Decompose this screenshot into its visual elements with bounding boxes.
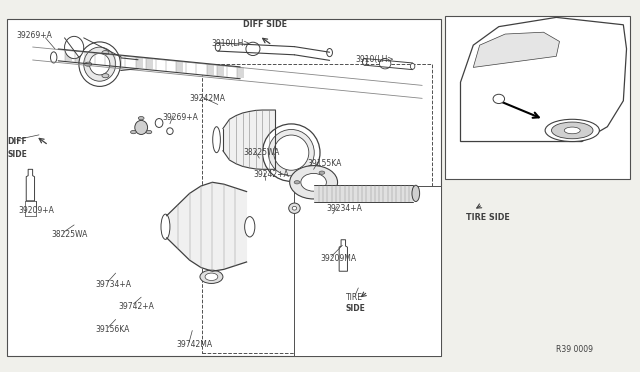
Text: 39155KA: 39155KA: [307, 159, 342, 168]
Ellipse shape: [545, 119, 600, 141]
Bar: [202, 64, 432, 353]
Ellipse shape: [84, 62, 92, 66]
Ellipse shape: [326, 48, 332, 57]
Text: 39209MA: 39209MA: [320, 254, 356, 263]
Polygon shape: [26, 169, 35, 201]
Ellipse shape: [102, 74, 109, 78]
Ellipse shape: [319, 190, 324, 193]
Ellipse shape: [84, 47, 116, 81]
Ellipse shape: [135, 121, 148, 135]
Polygon shape: [339, 240, 348, 271]
Ellipse shape: [262, 124, 320, 182]
Text: DIFF: DIFF: [7, 137, 27, 146]
Circle shape: [200, 270, 223, 283]
Text: 39742MA: 39742MA: [176, 340, 212, 349]
Text: 39269+A: 39269+A: [163, 113, 198, 122]
Polygon shape: [461, 17, 627, 141]
Text: 39742+A: 39742+A: [119, 302, 155, 311]
Ellipse shape: [552, 122, 593, 139]
Ellipse shape: [102, 51, 109, 55]
Circle shape: [205, 273, 218, 280]
Ellipse shape: [51, 52, 57, 63]
Ellipse shape: [412, 185, 420, 202]
Ellipse shape: [79, 42, 120, 86]
Ellipse shape: [138, 116, 144, 120]
Ellipse shape: [65, 36, 84, 59]
Text: 39242+A: 39242+A: [253, 170, 289, 179]
Text: 39234+A: 39234+A: [326, 204, 362, 213]
Ellipse shape: [215, 43, 220, 51]
Bar: [294, 186, 442, 356]
Text: SIDE: SIDE: [7, 150, 27, 159]
Bar: [7, 19, 442, 356]
Ellipse shape: [564, 127, 580, 134]
Text: 3910(LH>: 3910(LH>: [355, 55, 394, 64]
Ellipse shape: [244, 217, 255, 237]
Ellipse shape: [289, 203, 300, 214]
Text: 3910(LH>: 3910(LH>: [211, 39, 250, 48]
Text: 39156KA: 39156KA: [95, 325, 129, 334]
Text: TIRE SIDE: TIRE SIDE: [466, 213, 509, 222]
Text: 38225WA: 38225WA: [243, 148, 280, 157]
Text: 38225WA: 38225WA: [52, 230, 88, 239]
Bar: [445, 16, 630, 179]
Text: R39 0009: R39 0009: [556, 344, 593, 353]
Ellipse shape: [131, 131, 136, 134]
Ellipse shape: [161, 214, 170, 239]
Text: DIFF SIDE: DIFF SIDE: [243, 20, 287, 29]
Ellipse shape: [301, 173, 326, 191]
Ellipse shape: [493, 94, 504, 103]
Text: 39209+A: 39209+A: [19, 206, 54, 215]
Ellipse shape: [246, 42, 260, 55]
Text: SIDE: SIDE: [346, 304, 365, 313]
Ellipse shape: [146, 131, 152, 134]
Ellipse shape: [274, 135, 309, 170]
Ellipse shape: [319, 171, 324, 174]
Ellipse shape: [268, 129, 314, 176]
Text: TIRE: TIRE: [346, 293, 362, 302]
Ellipse shape: [212, 127, 220, 153]
Text: 39734+A: 39734+A: [95, 280, 131, 289]
Ellipse shape: [294, 181, 300, 184]
Text: 39269+A: 39269+A: [17, 31, 52, 41]
Ellipse shape: [362, 58, 367, 65]
Ellipse shape: [410, 63, 415, 69]
Ellipse shape: [167, 128, 173, 135]
Ellipse shape: [380, 58, 391, 69]
Ellipse shape: [290, 166, 337, 199]
Ellipse shape: [292, 206, 297, 210]
Text: 39242MA: 39242MA: [189, 94, 225, 103]
Polygon shape: [473, 32, 559, 67]
Ellipse shape: [90, 54, 110, 75]
